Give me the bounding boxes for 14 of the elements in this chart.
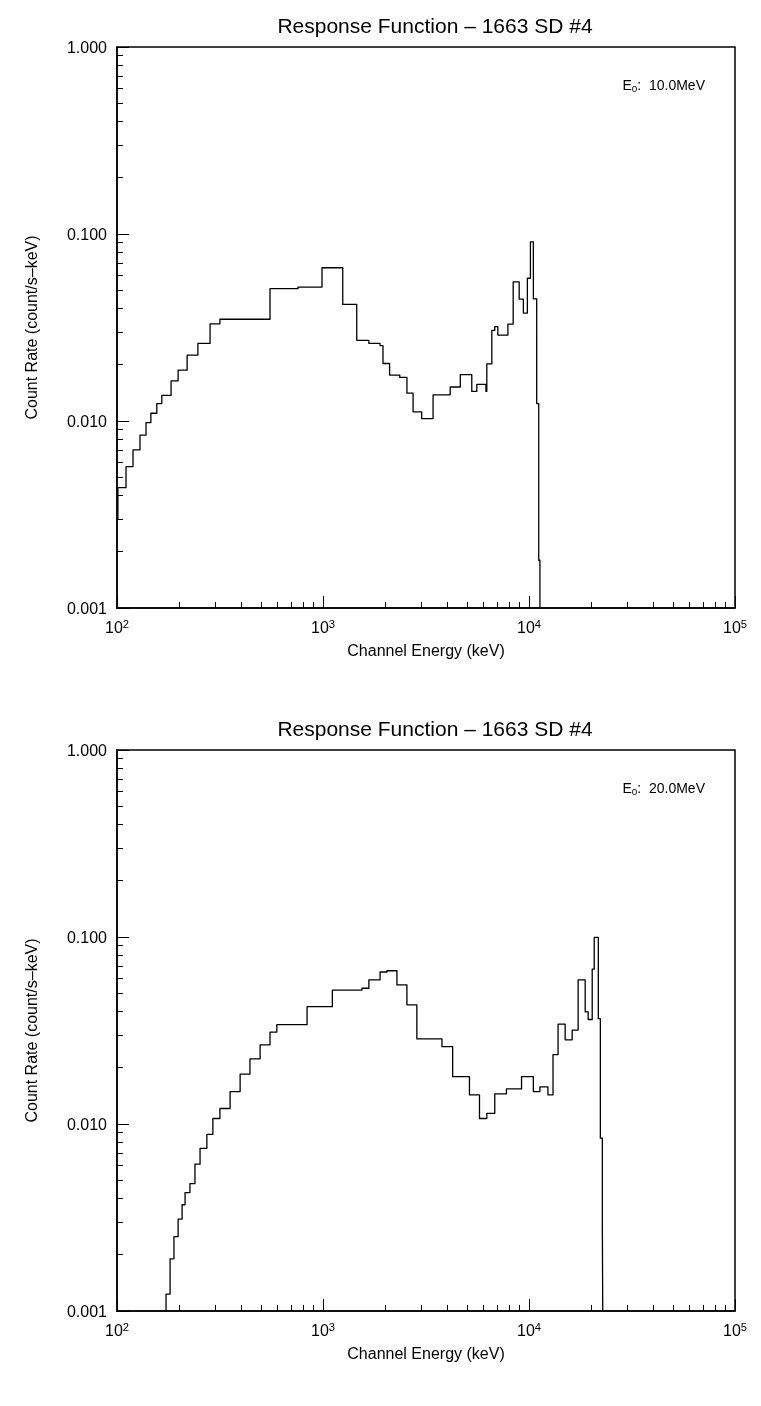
y-tick-label: 0.010 (66, 1115, 108, 1133)
y-axis-title: Count Rate (count/s–keV) (22, 235, 40, 420)
y-axis-title: Count Rate (count/s–keV) (22, 938, 40, 1123)
y-tick-label: 0.001 (66, 1302, 108, 1320)
y-tick-label: 0.100 (66, 928, 108, 946)
y-tick-label: 1.000 (66, 741, 108, 759)
chart-title: Response Function – 1663 SD #4 (277, 717, 593, 740)
x-axis-title: Channel Energy (keV) (347, 641, 505, 659)
y-tick-label: 0.100 (66, 225, 108, 243)
y-tick-label: 1.000 (66, 38, 108, 56)
y-tick-label: 0.010 (66, 412, 108, 430)
chart-title: Response Function – 1663 SD #4 (277, 14, 593, 37)
y-tick-label: 0.001 (66, 599, 108, 617)
x-axis-title: Channel Energy (keV) (347, 1344, 505, 1362)
